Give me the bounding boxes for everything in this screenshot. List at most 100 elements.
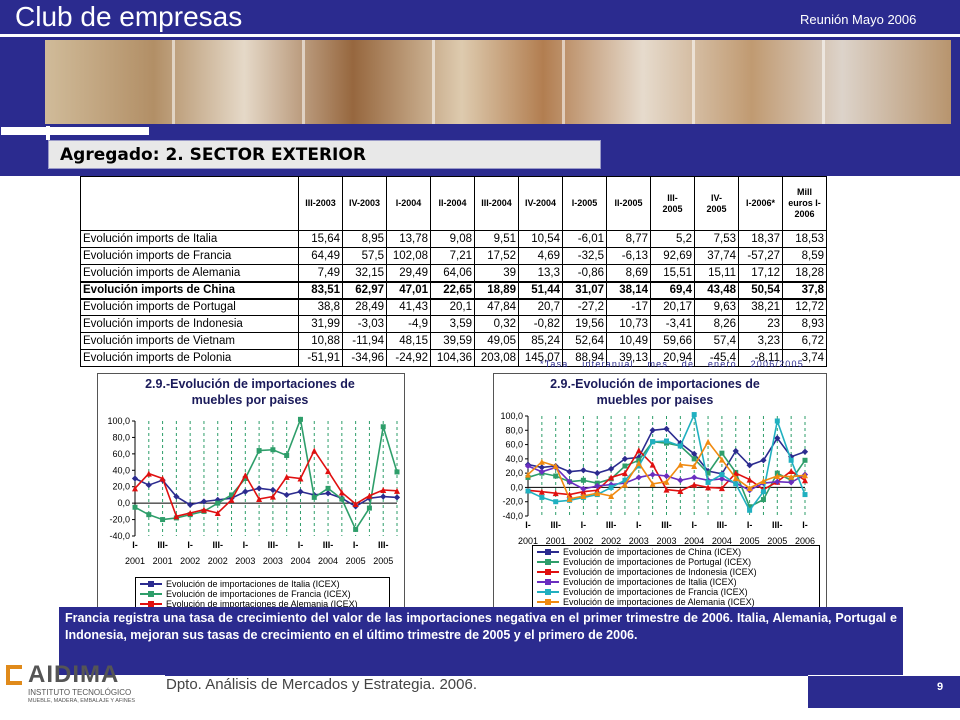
table-cell: 8,59	[782, 247, 827, 265]
series-point	[677, 477, 684, 484]
y-tick-label: 20,0	[112, 482, 130, 492]
table-cell: 18,28	[782, 264, 827, 282]
table-cell: 102,08	[386, 247, 431, 265]
x-year-label: 2004	[290, 556, 310, 566]
meeting-label: Reunión Mayo 2006	[800, 12, 917, 27]
legend-swatch	[537, 568, 559, 576]
series-point	[229, 492, 235, 498]
x-year-label: 2002	[573, 536, 593, 546]
series-point	[705, 484, 712, 491]
x-year-label: 2003	[629, 536, 649, 546]
table-cell: 19,56	[562, 315, 607, 333]
series-point	[760, 489, 766, 495]
series-point	[525, 488, 531, 494]
series-point	[732, 475, 739, 482]
chart-right-legend: Evolución de importaciones de China (ICE…	[532, 545, 820, 609]
table-cell: 9,08	[430, 230, 475, 248]
table-cell: 7,49	[298, 264, 343, 282]
series-point	[774, 473, 781, 479]
row-label: Evolución imports de China	[80, 280, 299, 300]
section-left-post	[46, 126, 50, 140]
table-cell: 7,21	[430, 247, 475, 265]
series-point	[270, 447, 276, 453]
table-cell: 3,59	[430, 315, 475, 333]
legend-entry: Evolución de importaciones de Italia (IC…	[140, 579, 385, 589]
y-tick-label: 20,0	[505, 468, 523, 478]
table-cell: 18,89	[474, 280, 519, 300]
table-row: Evolución imports de China 83,51 62,97 47,0…	[80, 280, 827, 300]
series-line	[134, 448, 398, 518]
series-point	[380, 424, 386, 430]
x-year-label: 2004	[684, 536, 704, 546]
series-point	[608, 474, 615, 481]
logo-mark-icon	[6, 665, 22, 685]
x-year-label: 2006	[795, 536, 815, 546]
table-cell: -11,94	[342, 332, 387, 350]
series-point	[580, 467, 587, 474]
legend-entry: Evolución de importaciones de Alemania (…	[537, 597, 815, 607]
table-cell: 10,49	[606, 332, 651, 350]
table-cell: 5,2	[650, 230, 695, 248]
table-cell: 10,88	[298, 332, 343, 350]
y-tick-label: 80,0	[505, 425, 523, 435]
section-band-tab	[0, 126, 150, 136]
series-point	[160, 517, 166, 523]
legend-entry: Evolución de importaciones de Alemania (…	[140, 599, 385, 609]
series-point	[380, 493, 387, 500]
x-tick-label: III-	[772, 520, 783, 530]
table-row: Evolución imports de Alemania 7,49 32,15 29…	[80, 264, 827, 282]
x-year-label: 2004	[712, 536, 732, 546]
chart-right-title: 2.9.-Evolución de importaciones de muebl…	[550, 377, 760, 407]
series-point	[608, 493, 615, 499]
series-point	[242, 472, 249, 479]
series-point	[311, 494, 317, 500]
legend-label: Evolución de importaciones de China (ICE…	[563, 547, 742, 557]
imports-table: III-2003 IV-2003 I-2004 II-2004 III-2004…	[80, 176, 827, 367]
table-cell: 203,08	[474, 349, 519, 367]
series-point	[802, 457, 808, 463]
table-cell: 49,05	[474, 332, 519, 350]
y-tick-label: 60,0	[112, 449, 130, 459]
table-cell: 20,17	[650, 298, 695, 316]
row-label: Evolución imports de Vietnam	[80, 332, 299, 350]
series-point	[132, 485, 138, 492]
series-point	[366, 505, 372, 511]
series-point	[256, 448, 262, 454]
table-cell: 15,11	[694, 264, 739, 282]
table-cell: 29,49	[386, 264, 431, 282]
table-cell: 57,5	[342, 247, 387, 265]
table-cell: 13,78	[386, 230, 431, 248]
table-cell: 85,24	[518, 332, 563, 350]
series-point	[691, 474, 698, 481]
row-label: Evolución imports de Indonesia	[80, 315, 299, 333]
series-point	[635, 460, 642, 467]
series-point	[607, 465, 615, 472]
y-tick-label: 40,0	[505, 454, 523, 464]
section-title: Agregado: 2. SECTOR EXTERIOR	[60, 145, 366, 165]
series-point	[663, 478, 670, 485]
table-cell: -8,11	[738, 349, 783, 367]
series-point	[539, 494, 545, 500]
table-row: Evolución imports de Indonesia 31,99 -3,03…	[80, 315, 827, 333]
series-point	[394, 469, 400, 475]
header-bar	[0, 0, 960, 34]
table-cell: 8,93	[782, 315, 827, 333]
table-cell: 8,77	[606, 230, 651, 248]
table-cell: 6,72	[782, 332, 827, 350]
table-cell: 145,07	[518, 349, 563, 367]
y-tick-label: -20,0	[109, 515, 130, 525]
series-point	[691, 456, 697, 462]
x-tick-label: III-	[661, 520, 672, 530]
series-point	[649, 480, 656, 487]
series-point	[380, 487, 387, 493]
series-point	[525, 471, 531, 478]
table-cell: 9,51	[474, 230, 519, 248]
series-point	[393, 494, 401, 501]
table-cell: 3,23	[738, 332, 783, 350]
table-cell: -57,27	[738, 247, 783, 265]
series-point	[621, 481, 628, 488]
table-cell: 18,37	[738, 230, 783, 248]
x-tick-label: I-	[747, 520, 753, 530]
table-cell: 83,51	[298, 280, 343, 300]
series-point	[732, 470, 739, 477]
